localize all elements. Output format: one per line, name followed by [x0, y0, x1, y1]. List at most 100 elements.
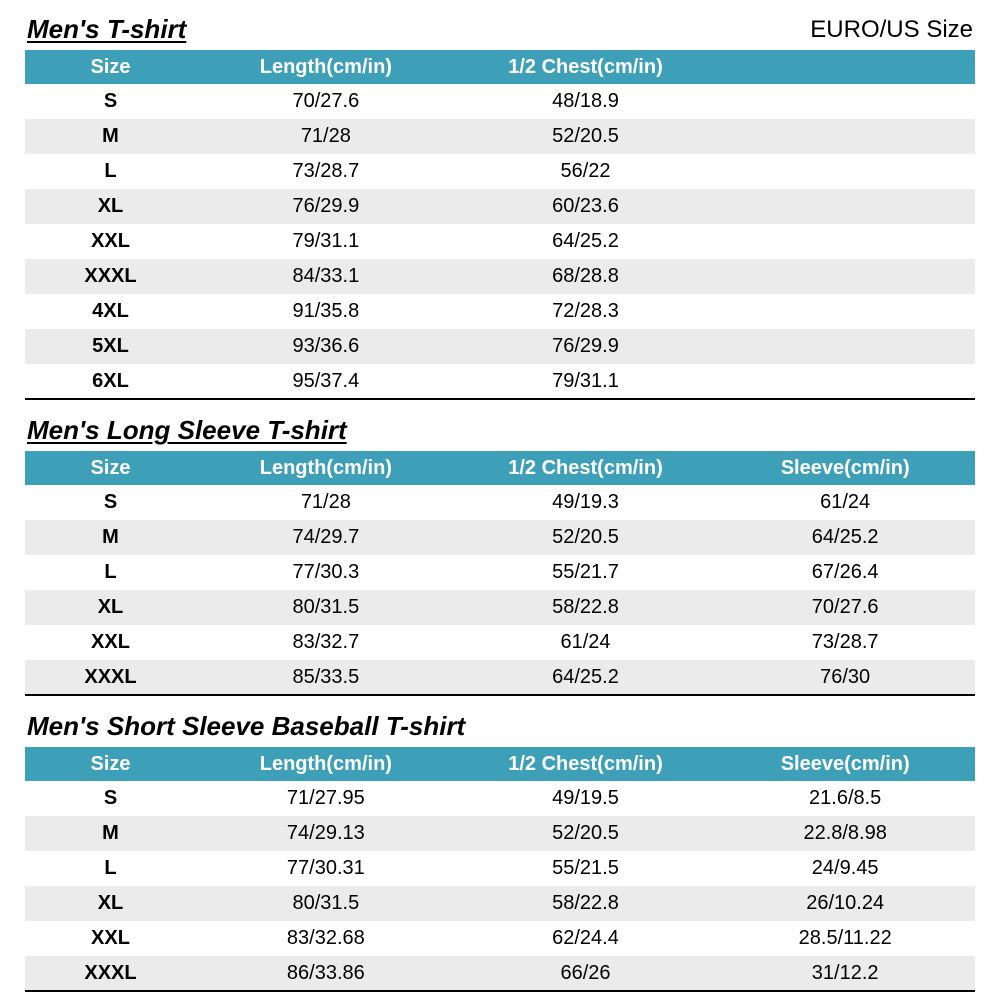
- value-cell: 70/27.6: [715, 590, 975, 625]
- value-cell: 73/28.7: [196, 154, 456, 189]
- value-cell: 52/20.5: [455, 520, 716, 555]
- section-mens-short-sleeve-baseball-t-shirt: Men's Short Sleeve Baseball T-shirt Size…: [25, 711, 975, 992]
- size-cell: XXXL: [25, 660, 197, 695]
- size-cell: M: [25, 816, 197, 851]
- column-header: Sleeve(cm/in): [715, 747, 975, 781]
- value-cell: [715, 189, 975, 224]
- table-row: L 77/30.3 55/21.7 67/26.4: [25, 555, 975, 590]
- table-row: XL 80/31.5 58/22.8 70/27.6: [25, 590, 975, 625]
- value-cell: 26/10.24: [715, 886, 975, 921]
- value-cell: 85/33.5: [196, 660, 456, 695]
- size-cell: XL: [25, 886, 197, 921]
- size-cell: M: [25, 520, 197, 555]
- value-cell: 74/29.7: [196, 520, 456, 555]
- value-cell: [715, 224, 975, 259]
- section-head: Men's Short Sleeve Baseball T-shirt: [27, 711, 973, 741]
- value-cell: 70/27.6: [196, 84, 456, 119]
- value-cell: [715, 119, 975, 154]
- value-cell: [715, 259, 975, 294]
- size-cell: 6XL: [25, 364, 197, 399]
- value-cell: 76/29.9: [455, 329, 716, 364]
- column-header: Sleeve(cm/in): [715, 451, 975, 485]
- table-row: S 71/28 49/19.3 61/24: [25, 485, 975, 520]
- table-row: 5XL 93/36.6 76/29.9: [25, 329, 975, 364]
- column-header: Size: [25, 50, 197, 84]
- value-cell: 64/25.2: [455, 660, 716, 695]
- section-mens-t-shirt: Men's T-shirt EURO/US Size Size Length(cm…: [25, 14, 975, 400]
- value-cell: 71/28: [196, 485, 456, 520]
- section-title-mens-short-sleeve-baseball-t-shirt: Men's Short Sleeve Baseball T-shirt: [27, 711, 466, 741]
- table-row: S 70/27.6 48/18.9: [25, 84, 975, 119]
- value-cell: 58/22.8: [455, 590, 716, 625]
- value-cell: 56/22: [455, 154, 716, 189]
- size-cell: L: [25, 851, 197, 886]
- value-cell: 71/28: [196, 119, 456, 154]
- value-cell: 79/31.1: [196, 224, 456, 259]
- value-cell: 31/12.2: [715, 956, 975, 991]
- value-cell: [715, 294, 975, 329]
- value-cell: 77/30.3: [196, 555, 456, 590]
- size-cell: S: [25, 781, 197, 816]
- value-cell: 67/26.4: [715, 555, 975, 590]
- header-row: Size Length(cm/in) 1/2 Chest(cm/in) Sleeve(…: [25, 451, 975, 485]
- size-cell: L: [25, 154, 197, 189]
- table-row: XXL 83/32.68 62/24.4 28.5/11.22: [25, 921, 975, 956]
- value-cell: 55/21.7: [455, 555, 716, 590]
- table-row: L 77/30.31 55/21.5 24/9.45: [25, 851, 975, 886]
- value-cell: 62/24.4: [455, 921, 716, 956]
- mens-short-sleeve-baseball-t-shirt-size-table: Size Length(cm/in) 1/2 Chest(cm/in) Sleeve(…: [25, 747, 975, 992]
- value-cell: [715, 364, 975, 399]
- size-cell: XL: [25, 189, 197, 224]
- column-header: 1/2 Chest(cm/in): [455, 50, 716, 84]
- value-cell: 80/31.5: [196, 886, 456, 921]
- value-cell: 91/35.8: [196, 294, 456, 329]
- table-row: XXXL 84/33.1 68/28.8: [25, 259, 975, 294]
- value-cell: [715, 84, 975, 119]
- column-header: [715, 50, 975, 84]
- table-row: XXXL 86/33.86 66/26 31/12.2: [25, 956, 975, 991]
- value-cell: 52/20.5: [455, 119, 716, 154]
- section-title-mens-long-sleeve-t-shirt: Men's Long Sleeve T-shirt: [27, 415, 347, 445]
- value-cell: 64/25.2: [455, 224, 716, 259]
- size-cell: L: [25, 555, 197, 590]
- value-cell: 83/32.68: [196, 921, 456, 956]
- value-cell: 52/20.5: [455, 816, 716, 851]
- section-mens-long-sleeve-t-shirt: Men's Long Sleeve T-shirt Size Length(cm/…: [25, 415, 975, 696]
- table-row: M 71/28 52/20.5: [25, 119, 975, 154]
- value-cell: 83/32.7: [196, 625, 456, 660]
- size-cell: M: [25, 119, 197, 154]
- size-cell: XXL: [25, 625, 197, 660]
- value-cell: 68/28.8: [455, 259, 716, 294]
- mens-t-shirt-size-table: Size Length(cm/in) 1/2 Chest(cm/in) S 70/27…: [25, 50, 975, 400]
- header-row: Size Length(cm/in) 1/2 Chest(cm/in): [25, 50, 975, 84]
- value-cell: 61/24: [715, 485, 975, 520]
- section-head: Men's Long Sleeve T-shirt: [27, 415, 973, 445]
- table-row: L 73/28.7 56/22: [25, 154, 975, 189]
- column-header: Size: [25, 747, 197, 781]
- value-cell: 24/9.45: [715, 851, 975, 886]
- value-cell: 74/29.13: [196, 816, 456, 851]
- mens-long-sleeve-t-shirt-size-table: Size Length(cm/in) 1/2 Chest(cm/in) Sleeve(…: [25, 451, 975, 696]
- value-cell: 71/27.95: [196, 781, 456, 816]
- table-row: XXL 83/32.7 61/24 73/28.7: [25, 625, 975, 660]
- value-cell: 21.6/8.5: [715, 781, 975, 816]
- header-row: Size Length(cm/in) 1/2 Chest(cm/in) Sleeve(…: [25, 747, 975, 781]
- value-cell: 64/25.2: [715, 520, 975, 555]
- value-cell: 72/28.3: [455, 294, 716, 329]
- value-cell: 61/24: [455, 625, 716, 660]
- value-cell: 84/33.1: [196, 259, 456, 294]
- column-header: 1/2 Chest(cm/in): [455, 747, 716, 781]
- value-cell: 79/31.1: [455, 364, 716, 399]
- value-cell: 77/30.31: [196, 851, 456, 886]
- value-cell: [715, 154, 975, 189]
- size-cell: XXXL: [25, 956, 197, 991]
- value-cell: 73/28.7: [715, 625, 975, 660]
- table-row: XXL 79/31.1 64/25.2: [25, 224, 975, 259]
- size-cell: XXL: [25, 224, 197, 259]
- value-cell: 58/22.8: [455, 886, 716, 921]
- value-cell: 86/33.86: [196, 956, 456, 991]
- value-cell: 49/19.3: [455, 485, 716, 520]
- table-row: XL 76/29.9 60/23.6: [25, 189, 975, 224]
- table-row: 4XL 91/35.8 72/28.3: [25, 294, 975, 329]
